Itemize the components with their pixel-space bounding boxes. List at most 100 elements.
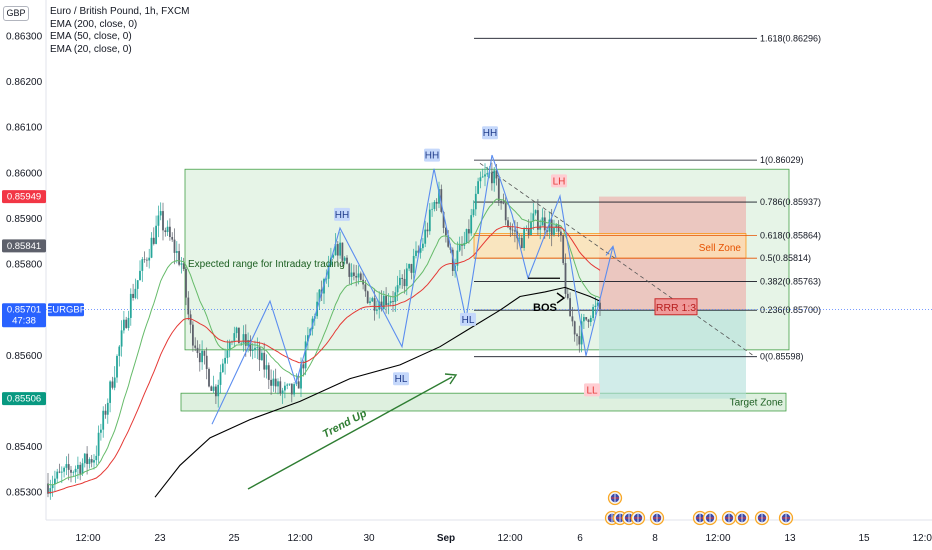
swing-label[interactable]: HL (393, 372, 409, 386)
indicator-ema200[interactable]: EMA (200, close, 0) (50, 18, 138, 30)
candle-body (141, 259, 144, 271)
reward-box[interactable] (599, 309, 746, 399)
candle-body (148, 257, 151, 261)
candle-body (56, 471, 59, 479)
price-badge[interactable] (2, 190, 46, 204)
candle-body (146, 259, 148, 261)
y-axis-panel[interactable] (0, 0, 46, 550)
price-badge-text: 0.85949 (7, 192, 41, 203)
y-tick-label: 0.86000 (6, 168, 43, 179)
price-badge[interactable] (2, 392, 46, 406)
economic-event-icon[interactable] (754, 510, 770, 526)
candle-body (281, 390, 284, 394)
candle-body (93, 460, 95, 463)
candle-body (486, 173, 489, 175)
swing-label-bg (393, 372, 409, 386)
candle-body (504, 203, 507, 221)
swing-label-text: HL (395, 374, 408, 385)
sell-zone-label: Sell Zone (699, 243, 742, 254)
candle-body (578, 336, 581, 345)
candle-body (226, 350, 229, 358)
swing-arrowhead (605, 245, 617, 258)
ema50-line[interactable] (47, 225, 601, 494)
price-badge[interactable] (2, 303, 46, 328)
candle-body (224, 357, 226, 364)
candle-body (484, 174, 486, 177)
economic-event-icon[interactable] (778, 510, 794, 526)
candle-body (359, 273, 362, 280)
candle-body (514, 230, 516, 232)
rrr-box[interactable] (654, 298, 698, 316)
swing-label[interactable]: HH (334, 207, 350, 221)
chart-title[interactable]: Euro / British Pound, 1h, FXCM (50, 6, 190, 17)
swing-label[interactable]: LH (551, 174, 567, 188)
swing-label[interactable]: HH (482, 126, 498, 140)
candle-body (307, 335, 309, 342)
zones (180, 168, 790, 412)
swing-label-bg (584, 383, 600, 397)
candle-body (576, 334, 578, 337)
candle-body (339, 242, 341, 256)
symbol-badge[interactable] (48, 303, 84, 317)
y-tick-label: 0.86200 (6, 77, 43, 88)
economic-event-icon[interactable] (721, 510, 737, 526)
candle-body (88, 459, 91, 464)
candle-body (346, 257, 348, 264)
candle-body (65, 464, 68, 468)
dashed-trendline[interactable] (479, 162, 756, 358)
x-tick-label: 12:00 (497, 533, 522, 544)
candle-body (129, 293, 132, 318)
swing-label-bg (551, 174, 567, 188)
candle-body (81, 463, 84, 474)
ema200-line[interactable] (154, 286, 601, 498)
economic-event-icon[interactable] (649, 510, 665, 526)
swing-label[interactable]: HH (424, 148, 440, 162)
economic-event-icon[interactable] (692, 510, 708, 526)
trend-arrow[interactable] (247, 376, 453, 490)
candle-body (293, 384, 295, 395)
candle-body (560, 231, 562, 236)
candle-body (412, 255, 415, 273)
candle-body (491, 172, 493, 184)
economic-event-icon[interactable] (630, 510, 646, 526)
candle-body (497, 178, 500, 201)
fib-label: 0.382(0.85763) (760, 276, 821, 286)
candle-body (451, 249, 454, 272)
price-badge-text: 0.85506 (7, 394, 41, 405)
candle-body (548, 219, 551, 232)
candle-body (465, 229, 468, 243)
candle-body (182, 263, 185, 269)
candle-body (520, 237, 523, 249)
indicator-ema50[interactable]: EMA (50, close, 0) (50, 31, 132, 42)
ema20-line[interactable] (47, 198, 601, 486)
currency-badge[interactable]: GBP (3, 6, 29, 21)
candle-body (194, 345, 197, 348)
economic-event-icon[interactable] (734, 510, 750, 526)
economic-event-icon[interactable] (702, 510, 718, 526)
candle-body (83, 453, 86, 464)
candle-body (240, 342, 243, 344)
candle-body (470, 215, 473, 234)
candle-body (569, 298, 571, 317)
price-badge[interactable] (2, 239, 46, 253)
swing-label[interactable]: HL (460, 312, 476, 326)
fib-label: 0.236(0.85700) (760, 305, 821, 315)
candle-body (111, 381, 114, 388)
economic-event-icon[interactable] (607, 490, 623, 506)
swing-label[interactable]: LL (584, 383, 600, 397)
candle-body (332, 255, 335, 258)
candle-body (481, 176, 484, 178)
candle-body (424, 229, 427, 244)
candle-body (502, 203, 505, 204)
candle-body (104, 410, 107, 415)
candle-body (235, 327, 238, 334)
candle-body (371, 298, 374, 302)
swing-label-text: HL (462, 315, 475, 326)
candle-body (208, 369, 210, 387)
indicator-ema20[interactable]: EMA (20, close, 0) (50, 43, 132, 55)
candle-body (178, 251, 180, 265)
candle-body (403, 279, 406, 287)
candle-body (74, 468, 77, 473)
candle-body (583, 317, 585, 322)
